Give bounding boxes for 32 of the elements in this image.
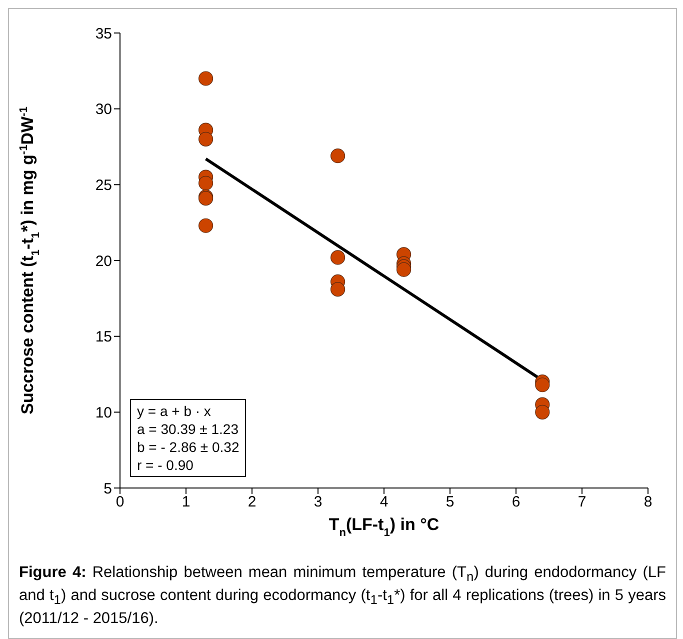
y-tick-label: 5 [104,480,112,498]
x-tick-label: 4 [380,494,388,511]
annotation: a = 30.39 ± 1.23 [137,420,240,438]
point [330,282,346,297]
point [198,176,214,190]
point [535,404,550,420]
y-tick-label: 30 [95,101,112,118]
x-tick-label: 8 [644,494,652,511]
x-tick-label: 1 [182,494,190,511]
point [198,132,214,146]
y-tick-label: 20 [95,252,112,270]
x-axis-title: T$_{n}$(LF-t$_{1}$) in °C [328,515,440,539]
point [198,71,214,86]
x-tick-label: 2 [248,494,256,511]
x-tick-label: 0 [116,494,124,511]
point [396,262,412,277]
x-tick-label: 6 [512,494,520,511]
annotation: r = - 0.90 [137,456,194,474]
annotation: b = - 2.86 ± 0.32 [137,438,240,456]
point [535,378,550,392]
y-tick-label: 35 [95,25,112,42]
point [330,250,346,265]
y-tick-label: 25 [95,176,112,194]
text: Figure 4: Relationship between mean minimum temperature (T$_{n}$) during endodormancy (LF and t$_{1}$) and sucrose content during ecodormancy (t$_{1}$-t$_{1}$*) for all 4 replications (trees) in 5 years (2011/12 - 2015/16). [19,564,666,628]
x-tick-label: 5 [446,494,454,511]
annotation: y = a + b · x [137,402,212,420]
point [330,148,346,164]
x-tick-label: 3 [314,494,322,511]
y-tick-label: 15 [95,328,112,346]
point [198,218,214,233]
x-tick-label: 7 [578,494,586,511]
y-tick-label: 10 [95,404,112,422]
